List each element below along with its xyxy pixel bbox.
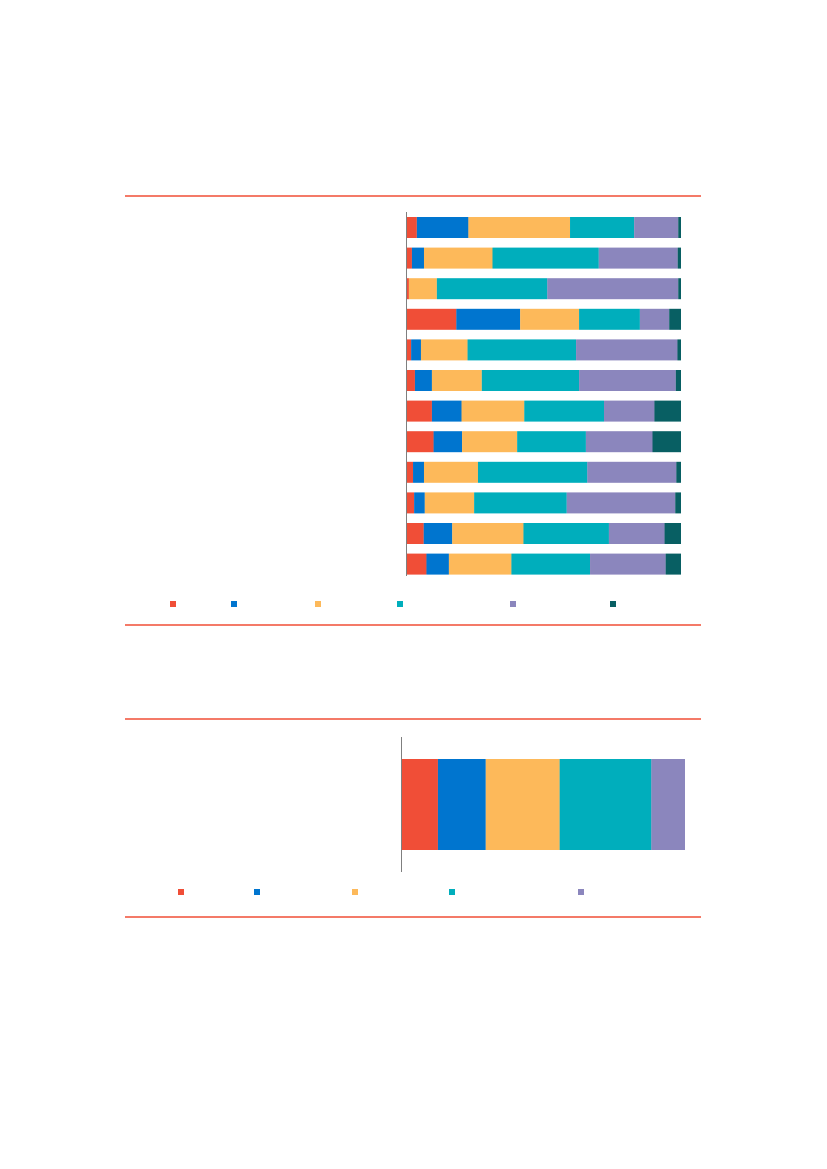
chart-2-bar-row1-series5 bbox=[651, 759, 685, 850]
chart-1-bar-row4-series4 bbox=[579, 308, 640, 330]
chart-1-bar-row9-series3 bbox=[423, 461, 478, 483]
chart-1-bar-row10-series4 bbox=[474, 492, 567, 514]
chart-1-bar-row8-series3 bbox=[462, 431, 518, 453]
chart-1-bar-row12-series4 bbox=[511, 553, 591, 575]
chart-2-legend-marker-1 bbox=[178, 889, 184, 895]
chart-1-bar-row1-series1 bbox=[407, 217, 417, 238]
chart-1-bar-row1-series2 bbox=[416, 217, 469, 238]
chart-1-bar-row7-series5 bbox=[604, 400, 655, 422]
chart-1-bar-row9-series6 bbox=[676, 461, 681, 483]
chart-2-legend-marker-5 bbox=[578, 889, 584, 895]
chart-1-legend bbox=[170, 601, 616, 607]
chart-1-bar-row10-series6 bbox=[675, 492, 681, 514]
chart-1-bar-row2-series3 bbox=[423, 247, 493, 269]
chart-1-bar-row12-series2 bbox=[426, 553, 449, 575]
chart-1-bar-row8-series1 bbox=[407, 431, 434, 453]
chart-1-bar-row2-series5 bbox=[598, 247, 678, 269]
chart-1-bar-row12-series1 bbox=[407, 553, 427, 575]
chart-1-bar-row5-series6 bbox=[677, 339, 681, 361]
chart-1-bar-row2-series2 bbox=[411, 247, 424, 269]
chart-1-bar-row3-series3 bbox=[408, 278, 437, 300]
chart-1-legend-marker-6 bbox=[610, 601, 616, 607]
chart-2-bar-row1-series2 bbox=[437, 759, 486, 850]
chart-1-bar-row4-series6 bbox=[669, 308, 681, 330]
chart-1-legend-marker-2 bbox=[231, 601, 237, 607]
chart-1-bar-row9-series1 bbox=[407, 461, 414, 483]
chart-1-bar-row6-series3 bbox=[431, 370, 482, 391]
chart-1-bar-row4-series1 bbox=[407, 308, 457, 330]
chart-1-bar-row11-series4 bbox=[523, 523, 609, 544]
chart-2-bars bbox=[402, 759, 685, 850]
chart-1-bar-row5-series4 bbox=[467, 339, 577, 361]
chart-1-bar-row9-series5 bbox=[587, 461, 677, 483]
chart-2-bar-row1-series3 bbox=[485, 759, 560, 850]
chart-1-bars bbox=[407, 217, 681, 575]
chart-1-bar-row6-series1 bbox=[407, 370, 415, 391]
chart-1-bar-row5-series1 bbox=[407, 339, 412, 361]
chart-1-bar-row11-series2 bbox=[423, 523, 453, 544]
chart-1-bar-row6-series5 bbox=[579, 370, 676, 391]
chart-1-bar-row3-series6 bbox=[678, 278, 681, 300]
chart-1-bar-row10-series2 bbox=[414, 492, 425, 514]
chart-1-bar-row4-series5 bbox=[639, 308, 670, 330]
chart-1-bar-row1-series4 bbox=[570, 217, 635, 238]
chart-1-bar-row6-series4 bbox=[481, 370, 580, 391]
chart-1-bar-row3-series4 bbox=[436, 278, 548, 300]
chart-1-bar-row4-series2 bbox=[456, 308, 521, 330]
chart-1-bar-row2-series6 bbox=[677, 247, 681, 269]
chart-2-legend-marker-4 bbox=[449, 889, 455, 895]
chart-1-bar-row9-series2 bbox=[413, 461, 424, 483]
chart-1-bar-row7-series2 bbox=[431, 400, 462, 422]
chart-1-bar-row7-series1 bbox=[407, 400, 432, 422]
chart-1-bar-row4-series3 bbox=[520, 308, 580, 330]
chart-1-bar-row12-series6 bbox=[665, 553, 681, 575]
chart-1-bar-row1-series3 bbox=[468, 217, 571, 238]
chart-1-bar-row8-series2 bbox=[433, 431, 463, 453]
chart-1-bar-row6-series6 bbox=[675, 370, 681, 391]
chart-1-bar-row2-series1 bbox=[407, 247, 412, 269]
chart-1-bar-row8-series5 bbox=[585, 431, 653, 453]
chart-1-bar-row3-series5 bbox=[547, 278, 679, 300]
chart-1-bar-row11-series1 bbox=[407, 523, 424, 544]
chart-1-bar-row2-series4 bbox=[492, 247, 599, 269]
chart-2-legend-marker-2 bbox=[254, 889, 260, 895]
chart-1-bar-row11-series6 bbox=[664, 523, 681, 544]
chart-2-legend bbox=[178, 889, 584, 895]
chart-2-bar-row1-series1 bbox=[402, 759, 438, 850]
chart-1-bar-row3-series1 bbox=[407, 278, 409, 300]
chart-1-bar-row10-series3 bbox=[424, 492, 475, 514]
chart-1-bar-row11-series3 bbox=[452, 523, 524, 544]
chart-1-bar-row6-series2 bbox=[414, 370, 432, 391]
chart-1-bar-row10-series5 bbox=[566, 492, 676, 514]
chart-1-bar-row1-series5 bbox=[634, 217, 679, 238]
chart-1-bar-row11-series5 bbox=[608, 523, 665, 544]
chart-1-bar-row12-series3 bbox=[448, 553, 512, 575]
chart-1-bar-row10-series1 bbox=[407, 492, 415, 514]
chart-1-bar-row8-series6 bbox=[652, 431, 681, 453]
chart-1-legend-marker-4 bbox=[397, 601, 403, 607]
chart-1-bar-row1-series6 bbox=[678, 217, 681, 238]
chart-2-legend-marker-3 bbox=[352, 889, 358, 895]
chart-1-bar-row7-series6 bbox=[654, 400, 681, 422]
chart-1-legend-marker-5 bbox=[510, 601, 516, 607]
chart-1-bar-row5-series3 bbox=[420, 339, 468, 361]
chart-1-bar-row9-series4 bbox=[477, 461, 588, 483]
chart-1-legend-marker-3 bbox=[315, 601, 321, 607]
chart-1-bar-row8-series4 bbox=[517, 431, 586, 453]
chart-1-legend-marker-1 bbox=[170, 601, 176, 607]
chart-1-bar-row5-series5 bbox=[576, 339, 678, 361]
chart-1-bar-row7-series3 bbox=[461, 400, 525, 422]
chart-1-bar-row5-series2 bbox=[411, 339, 421, 361]
chart-1-bar-row12-series5 bbox=[590, 553, 666, 575]
chart-1-bar-row7-series4 bbox=[524, 400, 604, 422]
chart-2-bar-row1-series4 bbox=[559, 759, 652, 850]
